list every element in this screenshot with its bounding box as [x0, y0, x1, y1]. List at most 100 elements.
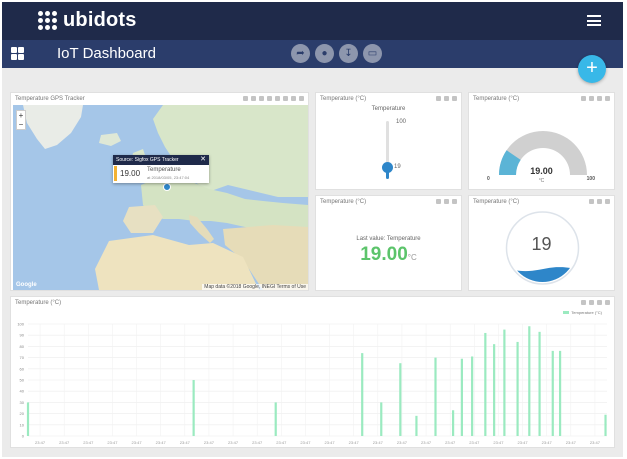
close-icon[interactable]: ✕ [200, 156, 206, 163]
chart-bar [551, 350, 554, 436]
y-tick-label: 40 [20, 389, 25, 394]
gear-icon[interactable] [291, 96, 296, 101]
edit-icon[interactable] [581, 96, 586, 101]
widget-title: Temperature (°C) [473, 96, 520, 102]
chart-bar [493, 344, 496, 436]
x-tick-label: 23:47 [107, 440, 118, 445]
gauge-value: 19.00 [530, 166, 553, 176]
y-tick-label: 80 [20, 344, 25, 349]
y-tick-label: 30 [20, 400, 25, 405]
delete-icon[interactable] [452, 96, 457, 101]
zoom-out-button[interactable]: − [18, 120, 24, 129]
gauge-widget: Temperature (°C) 19.00 °C 0 100 [468, 92, 615, 190]
chart-bar [434, 357, 437, 436]
dashboards-grid-icon[interactable] [11, 47, 24, 60]
delete-icon[interactable] [605, 96, 610, 101]
slider-value-label: 19 [394, 163, 401, 170]
dashboard-title[interactable]: IoT Dashboard [57, 45, 156, 62]
x-tick-label: 23:47 [469, 440, 480, 445]
x-tick-label: 23:47 [204, 440, 215, 445]
gear-icon[interactable] [597, 96, 602, 101]
chart-bar [503, 329, 506, 436]
monitor-icon[interactable]: ▭ [363, 44, 382, 63]
x-tick-label: 23:47 [542, 440, 553, 445]
x-tick-label: 23:47 [228, 440, 239, 445]
chart-bar [538, 331, 541, 436]
share-icon[interactable]: ➦ [291, 44, 310, 63]
tank-widget: Temperature (°C) 19 [468, 195, 615, 291]
download-icon[interactable] [581, 300, 586, 305]
share-icon[interactable] [283, 96, 288, 101]
y-tick-label: 0 [22, 434, 25, 439]
settings-icon[interactable] [259, 96, 264, 101]
edit-icon[interactable] [589, 199, 594, 204]
chart-bar [516, 341, 519, 436]
slider-label: Temperature [371, 106, 406, 112]
gear-icon[interactable] [597, 300, 602, 305]
gear-icon[interactable] [597, 199, 602, 204]
ubidots-logo[interactable]: ubidots [36, 9, 137, 32]
widget-title: Temperature (°C) [320, 96, 367, 102]
info-icon[interactable] [243, 96, 248, 101]
edit-icon[interactable] [436, 199, 441, 204]
widget-toolbar [581, 96, 610, 101]
dashboard-toolbar: ➦ ● ↧ ▭ [291, 44, 382, 63]
logo-text: ubidots [63, 9, 137, 31]
metric-number: 19.00 [360, 244, 408, 265]
x-tick-label: 23:47 [518, 440, 529, 445]
delete-icon[interactable] [299, 96, 304, 101]
metric-value: 19.00°C [316, 244, 461, 266]
x-tick-label: 23:47 [590, 440, 601, 445]
gear-icon[interactable] [444, 96, 449, 101]
map-canvas [13, 105, 308, 290]
lock-icon[interactable]: ● [315, 44, 334, 63]
x-tick-label: 23:47 [35, 440, 46, 445]
calendar-icon[interactable] [267, 96, 272, 101]
widget-toolbar [581, 300, 610, 305]
google-logo: Google [16, 282, 37, 288]
chart-legend[interactable]: Temperature (°C) [563, 310, 602, 315]
add-widget-button[interactable]: + [578, 55, 606, 83]
widget-title: Temperature (°C) [473, 199, 520, 205]
x-tick-label: 23:47 [300, 440, 311, 445]
map-view[interactable]: + − Source: Sigfox GPS Tracker ✕ 19.00 T… [13, 105, 308, 290]
widget-toolbar [436, 96, 457, 101]
chart-bar [26, 402, 30, 436]
slider-track[interactable] [386, 121, 389, 179]
hamburger-menu-icon[interactable] [587, 15, 601, 26]
x-tick-label: 23:47 [493, 440, 504, 445]
chart-bar [460, 358, 463, 436]
gear-icon[interactable] [444, 199, 449, 204]
fullscreen-icon[interactable] [251, 96, 256, 101]
widget-title: Temperature (°C) [15, 300, 62, 306]
x-tick-label: 23:47 [180, 440, 191, 445]
metric-label: Last value: Temperature [356, 236, 421, 242]
download-icon[interactable] [275, 96, 280, 101]
slider-handle[interactable] [382, 162, 393, 174]
popup-variable: Temperature [147, 167, 181, 173]
map-zoom-control: + − [16, 110, 26, 130]
delete-icon[interactable] [605, 300, 610, 305]
download-icon[interactable]: ↧ [339, 44, 358, 63]
chart-bar [380, 402, 383, 436]
logo-dots-icon [36, 10, 58, 32]
x-tick-label: 23:47 [421, 440, 432, 445]
map-attribution[interactable]: Map data ©2018 Google, INEGI Terms of Us… [202, 284, 308, 290]
x-tick-label: 23:47 [83, 440, 94, 445]
x-tick-label: 23:47 [566, 440, 577, 445]
widget-toolbar [436, 199, 457, 204]
edit-icon[interactable] [436, 96, 441, 101]
bar-chart-widget: Temperature (°C) Temperature (°C) 0 10 20 3… [10, 296, 615, 448]
share-icon[interactable] [589, 300, 594, 305]
delete-icon[interactable] [605, 199, 610, 204]
chart-bar [192, 380, 195, 436]
delete-icon[interactable] [452, 199, 457, 204]
legend-swatch [563, 311, 570, 314]
share-icon[interactable] [589, 96, 594, 101]
dashboard-bar: IoT Dashboard ➦ ● ↧ ▭ [2, 40, 623, 68]
x-tick-label: 23:47 [276, 440, 287, 445]
metric-widget: Temperature (°C) Last value: Temperature… [315, 195, 462, 291]
zoom-in-button[interactable]: + [18, 111, 24, 120]
chart-bar [361, 353, 364, 436]
